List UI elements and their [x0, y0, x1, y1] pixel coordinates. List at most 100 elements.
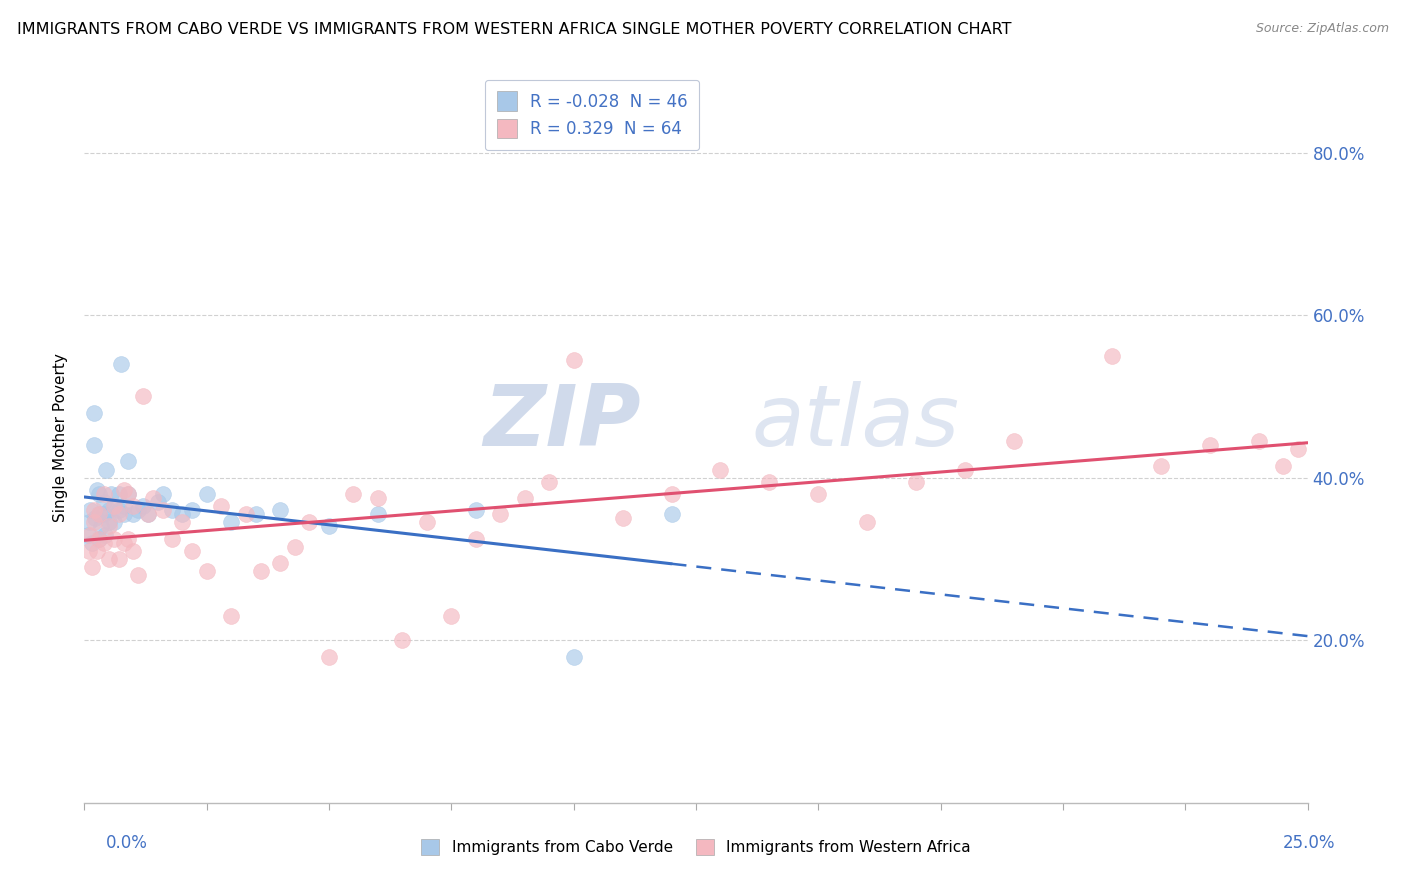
Point [96, 462, 118, 476]
Point [103, 516, 125, 530]
Point [83, 438, 105, 452]
Point [84, 511, 107, 525]
Point [97, 519, 120, 533]
Text: 0.0%: 0.0% [105, 834, 148, 852]
Point [107, 552, 129, 566]
Point [93, 487, 115, 501]
Point [112, 483, 135, 497]
Point [856, 516, 879, 530]
Point [103, 499, 125, 513]
Point [107, 508, 129, 522]
Point [249, 564, 271, 578]
Point [97, 503, 120, 517]
Point [77, 516, 100, 530]
Point [195, 487, 218, 501]
Point [162, 503, 184, 517]
Point [136, 508, 159, 522]
Point [440, 608, 463, 623]
Point [152, 503, 174, 517]
Point [235, 508, 257, 522]
Point [83, 503, 105, 517]
Point [807, 487, 830, 501]
Point [195, 564, 218, 578]
Point [107, 503, 129, 517]
Text: Source: ZipAtlas.com: Source: ZipAtlas.com [1256, 22, 1389, 36]
Point [219, 516, 242, 530]
Point [416, 516, 439, 530]
Text: IMMIGRANTS FROM CABO VERDE VS IMMIGRANTS FROM WESTERN AFRICA SINGLE MOTHER POVER: IMMIGRANTS FROM CABO VERDE VS IMMIGRANTS… [17, 22, 1011, 37]
Point [905, 475, 928, 489]
Point [181, 544, 204, 558]
Point [117, 487, 139, 501]
Point [87, 532, 110, 546]
Point [93, 495, 115, 509]
Point [117, 487, 139, 501]
Point [127, 503, 149, 517]
Point [103, 532, 125, 546]
Point [661, 487, 683, 501]
Point [122, 499, 145, 513]
Point [117, 454, 139, 468]
Point [117, 532, 139, 546]
Point [181, 503, 204, 517]
Point [1286, 442, 1309, 457]
Point [284, 540, 307, 554]
Point [97, 552, 120, 566]
Point [538, 475, 561, 489]
Text: ZIP: ZIP [484, 381, 641, 464]
Legend: Immigrants from Cabo Verde, Immigrants from Western Africa: Immigrants from Cabo Verde, Immigrants f… [415, 833, 977, 861]
Point [87, 487, 110, 501]
Point [318, 519, 340, 533]
Point [79, 503, 101, 517]
Point [90, 519, 112, 533]
Point [112, 499, 135, 513]
Point [80, 560, 103, 574]
Point [152, 487, 174, 501]
Point [953, 462, 976, 476]
Point [172, 516, 194, 530]
Point [1247, 434, 1270, 449]
Point [77, 527, 100, 541]
Point [219, 608, 242, 623]
Point [97, 516, 120, 530]
Point [367, 491, 389, 505]
Point [79, 527, 101, 541]
Point [709, 462, 731, 476]
Point [464, 532, 486, 546]
Point [132, 389, 155, 403]
Point [87, 508, 110, 522]
Y-axis label: Single Mother Poverty: Single Mother Poverty [53, 352, 69, 522]
Point [77, 544, 100, 558]
Point [86, 483, 108, 497]
Point [136, 508, 159, 522]
Point [245, 508, 267, 522]
Point [93, 535, 115, 549]
Point [318, 649, 340, 664]
Point [1272, 458, 1295, 473]
Point [94, 527, 117, 541]
Point [1198, 438, 1220, 452]
Point [269, 556, 291, 570]
Point [86, 544, 108, 558]
Point [162, 532, 184, 546]
Point [367, 508, 389, 522]
Point [661, 508, 683, 522]
Point [132, 499, 155, 513]
Point [1002, 434, 1025, 449]
Point [342, 487, 364, 501]
Point [513, 491, 536, 505]
Point [127, 568, 149, 582]
Point [758, 475, 780, 489]
Point [87, 508, 110, 522]
Point [464, 503, 486, 517]
Point [87, 532, 110, 546]
Point [1101, 349, 1123, 363]
Point [562, 352, 585, 367]
Point [391, 633, 413, 648]
Point [80, 535, 103, 549]
Point [146, 495, 169, 509]
Point [489, 508, 512, 522]
Point [107, 487, 129, 501]
Point [612, 511, 634, 525]
Point [269, 503, 291, 517]
